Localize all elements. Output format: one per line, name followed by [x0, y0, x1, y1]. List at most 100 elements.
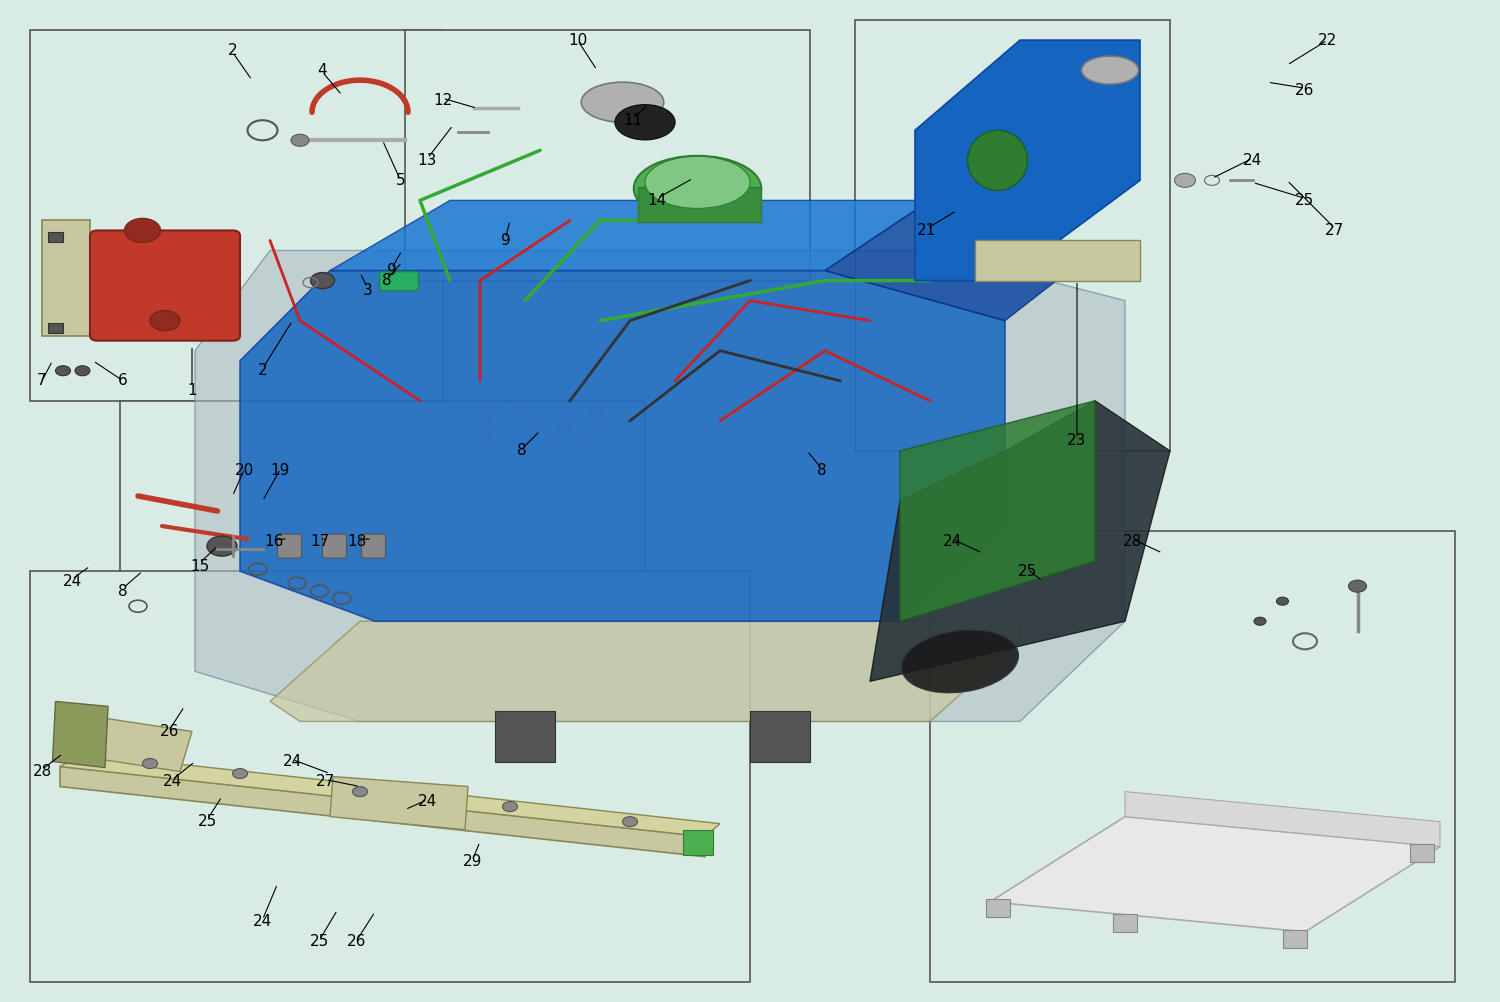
Polygon shape: [270, 621, 1020, 721]
Circle shape: [142, 759, 158, 769]
Text: 27: 27: [1326, 223, 1344, 237]
Circle shape: [1348, 580, 1366, 592]
Bar: [1282, 930, 1306, 948]
Text: 24: 24: [944, 534, 962, 548]
FancyBboxPatch shape: [855, 20, 1170, 451]
Ellipse shape: [968, 130, 1028, 190]
Text: 24: 24: [63, 574, 81, 588]
Circle shape: [1254, 617, 1266, 625]
Text: 24: 24: [419, 795, 436, 809]
Text: 3: 3: [363, 284, 372, 298]
Text: 20: 20: [236, 464, 254, 478]
FancyBboxPatch shape: [30, 30, 442, 401]
FancyBboxPatch shape: [278, 534, 302, 558]
Polygon shape: [870, 401, 1170, 681]
Text: 28: 28: [1124, 534, 1142, 548]
Text: 19: 19: [272, 464, 290, 478]
Polygon shape: [990, 817, 1440, 932]
Circle shape: [124, 218, 160, 242]
FancyBboxPatch shape: [30, 571, 750, 982]
Text: 24: 24: [164, 775, 182, 789]
Circle shape: [207, 536, 237, 556]
Polygon shape: [82, 716, 192, 772]
Ellipse shape: [1082, 56, 1138, 84]
Text: 10: 10: [568, 33, 586, 47]
Circle shape: [1276, 597, 1288, 605]
Text: 1: 1: [188, 384, 196, 398]
Polygon shape: [900, 401, 1095, 621]
Text: 22: 22: [1318, 33, 1336, 47]
Text: 25: 25: [1296, 193, 1314, 207]
Text: 29: 29: [464, 855, 482, 869]
Bar: [682, 830, 712, 855]
Polygon shape: [60, 767, 705, 857]
Polygon shape: [42, 220, 90, 336]
Circle shape: [291, 134, 309, 146]
Circle shape: [352, 787, 368, 797]
Text: 4: 4: [318, 63, 327, 77]
Text: 14: 14: [648, 193, 666, 207]
Text: 2: 2: [258, 364, 267, 378]
Ellipse shape: [582, 82, 663, 122]
Bar: [495, 711, 555, 762]
Text: 13: 13: [419, 153, 436, 167]
Bar: [750, 711, 810, 762]
Ellipse shape: [615, 105, 675, 140]
Circle shape: [56, 366, 70, 376]
Polygon shape: [330, 200, 930, 271]
Text: 17: 17: [310, 534, 328, 548]
Text: 18: 18: [348, 534, 366, 548]
Circle shape: [310, 273, 334, 289]
Text: 26: 26: [1296, 83, 1314, 97]
Text: 15: 15: [190, 559, 208, 573]
Polygon shape: [915, 40, 1140, 281]
Text: 8: 8: [818, 464, 827, 478]
Text: 25: 25: [1019, 564, 1036, 578]
Text: 8: 8: [382, 274, 392, 288]
Circle shape: [232, 769, 248, 779]
Text: 25: 25: [310, 935, 328, 949]
FancyBboxPatch shape: [380, 272, 419, 291]
FancyBboxPatch shape: [930, 531, 1455, 982]
Text: 24: 24: [254, 915, 272, 929]
Circle shape: [622, 817, 638, 827]
Bar: [48, 323, 63, 333]
Polygon shape: [60, 754, 720, 837]
Text: 8: 8: [118, 584, 128, 598]
Ellipse shape: [633, 155, 760, 221]
FancyBboxPatch shape: [362, 534, 386, 558]
FancyBboxPatch shape: [90, 230, 240, 341]
Ellipse shape: [902, 630, 1019, 692]
Text: 5: 5: [396, 173, 405, 187]
Text: 23: 23: [1068, 434, 1086, 448]
Text: 24: 24: [1244, 153, 1262, 167]
Text: 8: 8: [518, 444, 526, 458]
Bar: [1113, 914, 1137, 932]
Text: 11: 11: [624, 113, 642, 127]
Circle shape: [1174, 173, 1196, 187]
Polygon shape: [195, 250, 1125, 721]
Bar: [1410, 844, 1434, 862]
Circle shape: [75, 366, 90, 376]
Polygon shape: [53, 701, 108, 768]
Text: 9: 9: [501, 233, 510, 247]
Text: 26: 26: [160, 724, 178, 738]
Text: 2: 2: [228, 43, 237, 57]
FancyBboxPatch shape: [405, 30, 810, 281]
FancyBboxPatch shape: [120, 401, 645, 721]
FancyBboxPatch shape: [322, 534, 346, 558]
Text: 27: 27: [316, 775, 334, 789]
Polygon shape: [975, 240, 1140, 281]
Text: 9: 9: [387, 264, 396, 278]
Polygon shape: [330, 777, 468, 830]
Text: 7: 7: [38, 374, 46, 388]
Text: 25: 25: [198, 815, 216, 829]
Bar: [986, 899, 1010, 917]
Ellipse shape: [645, 156, 750, 208]
Bar: [48, 232, 63, 242]
Text: 26: 26: [348, 935, 366, 949]
Bar: [638, 187, 760, 222]
Circle shape: [150, 311, 180, 331]
Text: 21: 21: [918, 223, 936, 237]
Text: 12: 12: [433, 93, 451, 107]
